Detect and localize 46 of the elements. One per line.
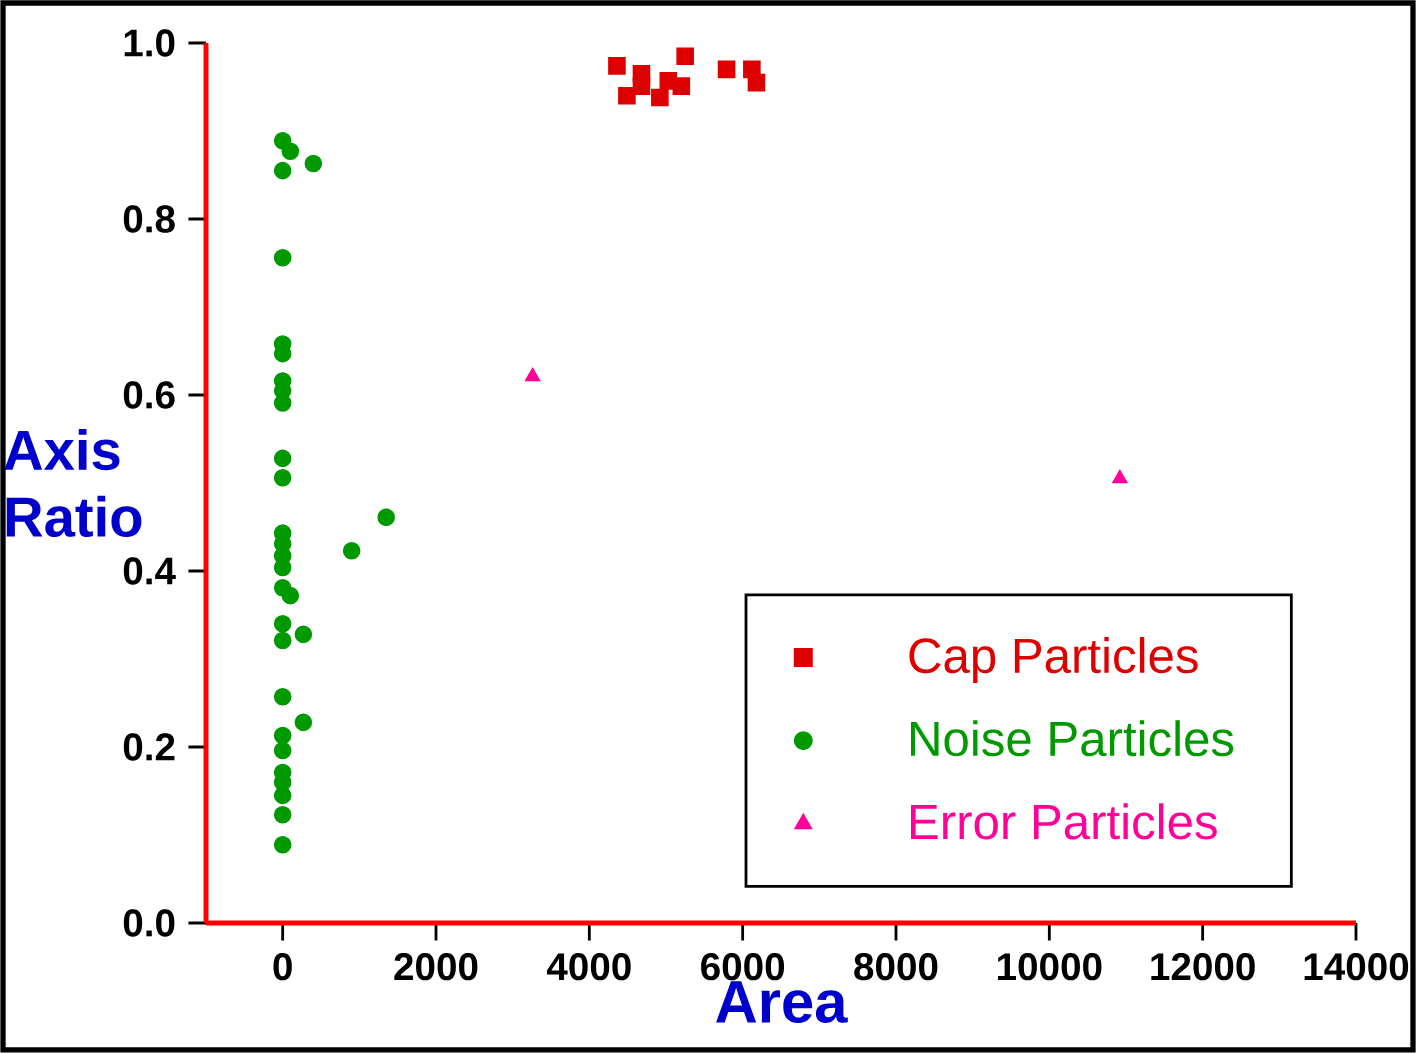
point <box>608 57 626 75</box>
x-tick-label: 6000 <box>701 953 785 981</box>
point <box>273 688 292 706</box>
point <box>377 508 395 527</box>
legend-label: Noise Particles <box>910 720 1234 757</box>
point <box>342 541 361 560</box>
x-tick-label: 4000 <box>546 953 631 981</box>
point <box>273 835 292 854</box>
point <box>273 805 292 824</box>
point <box>273 394 292 412</box>
point <box>672 77 691 95</box>
point <box>281 142 300 161</box>
point <box>747 73 766 92</box>
point <box>524 367 541 382</box>
point <box>273 468 292 487</box>
point <box>273 615 292 633</box>
x-tick-label: 14000 <box>1304 953 1409 981</box>
point <box>281 586 300 605</box>
y-tick-label: 0.4 <box>123 557 176 585</box>
x-tick-label: 2000 <box>394 953 478 981</box>
point <box>273 726 292 745</box>
point <box>294 713 313 732</box>
point <box>618 87 636 105</box>
legend-label: Cap Particles <box>909 637 1198 683</box>
point <box>676 47 694 65</box>
x-tick-label: 8000 <box>854 953 938 981</box>
y-tick-label: 0.0 <box>123 909 175 937</box>
x-axis-title: Area <box>716 981 848 1024</box>
x-tick-label: 10000 <box>998 953 1102 981</box>
x-tick-label: 0 <box>273 953 292 981</box>
y-tick-label: 0.2 <box>123 733 175 761</box>
legend-label: Error Particles <box>910 803 1217 840</box>
y-tick-label: 1.0 <box>124 29 175 57</box>
point <box>304 154 323 173</box>
point <box>717 60 736 79</box>
point <box>273 631 292 650</box>
point <box>651 88 669 107</box>
point <box>273 161 292 180</box>
point <box>632 77 651 95</box>
y-tick-label: 0.8 <box>123 205 175 233</box>
point <box>273 248 292 267</box>
point <box>273 449 292 468</box>
x-tick-label: 12000 <box>1151 953 1255 981</box>
y-tick-label: 0.6 <box>123 381 175 409</box>
point <box>294 625 313 644</box>
point <box>273 741 292 760</box>
